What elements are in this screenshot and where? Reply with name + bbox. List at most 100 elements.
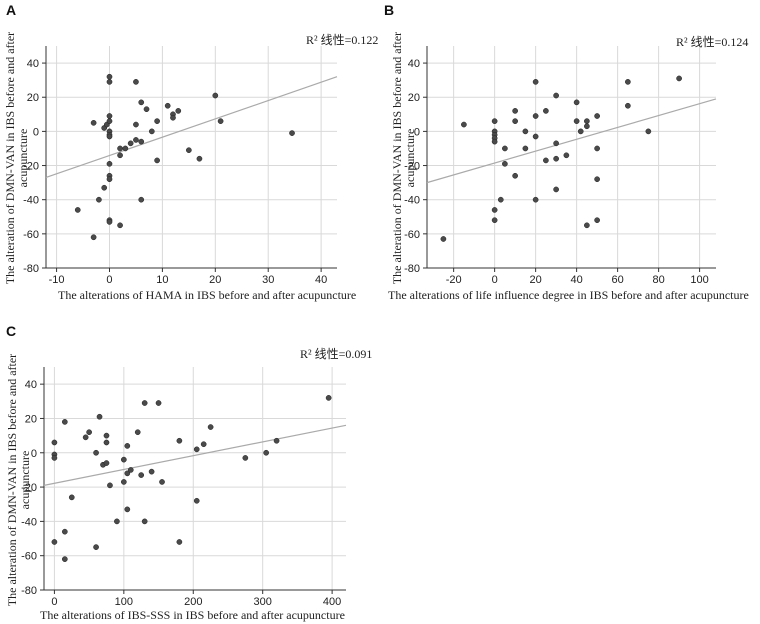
panel-b: B -80 -60 -40 -20 0 20 40 -20 0 20 40 60 80 100 R² 线性=0… (384, 2, 749, 302)
data-point (543, 108, 549, 114)
data-point (51, 439, 58, 446)
data-point (461, 121, 467, 128)
data-point (138, 472, 145, 478)
x-tick-label: -10 (49, 274, 65, 286)
data-point (512, 118, 518, 124)
data-point (497, 196, 504, 203)
panel-a: A -80 -60 -40 -20 0 20 40 -10 0 10 20 30 40 R² 线性=0.12… (3, 2, 378, 302)
data-point (148, 468, 155, 475)
data-point (273, 437, 280, 444)
data-point (61, 528, 68, 535)
data-point (553, 155, 559, 162)
data-point (124, 470, 131, 477)
y-axis-title: The alteration of DMN-VAN in IBS before … (3, 32, 30, 284)
y-tick-label: -40 (404, 195, 420, 207)
data-point (106, 133, 113, 140)
data-point (154, 118, 160, 124)
data-point (263, 449, 270, 456)
data-point (553, 92, 559, 99)
data-point (200, 441, 207, 448)
data-point (532, 79, 539, 85)
data-point (625, 102, 631, 109)
data-point (133, 137, 139, 143)
data-point (82, 434, 89, 441)
data-point (170, 114, 176, 121)
data-point (645, 128, 652, 135)
data-point (143, 106, 150, 113)
y-tick-label: -80 (404, 263, 420, 275)
data-point (532, 133, 539, 140)
x-tick-label: 300 (254, 596, 272, 608)
data-point (148, 128, 155, 135)
data-point (103, 439, 110, 446)
data-point (117, 152, 123, 159)
data-point (502, 160, 508, 167)
y-axis-title-line1: The alteration of DMN-VAN in IBS before … (5, 354, 19, 606)
data-point (584, 222, 590, 229)
data-point (124, 506, 131, 513)
data-point (594, 145, 600, 152)
r-squared-label: R² 线性=0.091 (300, 347, 372, 361)
data-point (101, 184, 108, 191)
data-point (175, 108, 182, 114)
data-point (106, 73, 113, 80)
y-tick-label: -40 (23, 195, 39, 207)
data-point (103, 460, 110, 466)
regression-line (45, 76, 338, 179)
data-point (573, 118, 580, 124)
data-point (573, 99, 580, 106)
y-axis-title-line1: The alteration of DMN-VAN in IBS before … (390, 32, 404, 284)
data-point (90, 119, 97, 126)
data-point (90, 234, 97, 241)
data-point (440, 236, 447, 242)
data-point (93, 449, 99, 456)
data-point (522, 145, 529, 152)
data-point (106, 176, 113, 183)
data-point (563, 152, 570, 159)
data-point (676, 75, 682, 82)
x-tick-label: 0 (51, 596, 57, 608)
data-point (242, 455, 249, 461)
data-point (124, 443, 131, 449)
regression-line (426, 98, 717, 184)
y-tick-label: -80 (21, 585, 37, 597)
data-point (193, 497, 200, 504)
x-tick-label: -20 (446, 274, 462, 286)
y-axis-title-line2: acupuncture (16, 129, 30, 188)
y-axis-title-line2: acupuncture (403, 129, 417, 188)
data-point (625, 79, 631, 85)
data-point (96, 196, 102, 203)
data-point (68, 494, 75, 501)
data-point (584, 118, 590, 124)
y-tick-label: 40 (25, 379, 37, 391)
y-tick-label: -20 (21, 482, 37, 494)
data-point (154, 157, 160, 164)
y-tick-label: 20 (25, 413, 37, 425)
x-tick-label: 80 (652, 274, 664, 286)
y-tick-label: -60 (23, 229, 39, 241)
data-point (502, 145, 508, 152)
data-point (106, 160, 113, 167)
data-point (74, 207, 81, 213)
data-point (127, 467, 134, 473)
x-tick-label: 40 (570, 274, 582, 286)
x-axis-title: The alterations of life influence degree… (388, 288, 749, 302)
y-tick-label: 20 (408, 92, 420, 104)
data-point (61, 556, 68, 562)
y-tick-label: -80 (23, 263, 39, 275)
x-tick-label: 20 (209, 274, 221, 286)
data-point (543, 157, 549, 164)
x-tick-label: 100 (690, 274, 708, 286)
data-point (594, 217, 600, 224)
data-point (141, 400, 148, 406)
data-point (117, 222, 123, 229)
data-point (532, 113, 539, 119)
data-point (51, 539, 58, 545)
data-point (106, 79, 113, 85)
x-tick-label: 30 (262, 274, 274, 286)
y-tick-label: -20 (404, 161, 420, 173)
x-tick-label: 0 (492, 274, 498, 286)
data-point (594, 176, 600, 183)
y-tick-label: 0 (33, 126, 39, 138)
